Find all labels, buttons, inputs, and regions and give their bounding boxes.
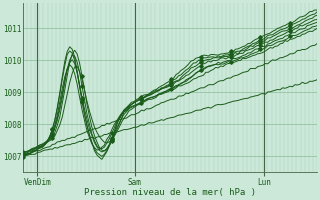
X-axis label: Pression niveau de la mer( hPa ): Pression niveau de la mer( hPa ): [84, 188, 256, 197]
